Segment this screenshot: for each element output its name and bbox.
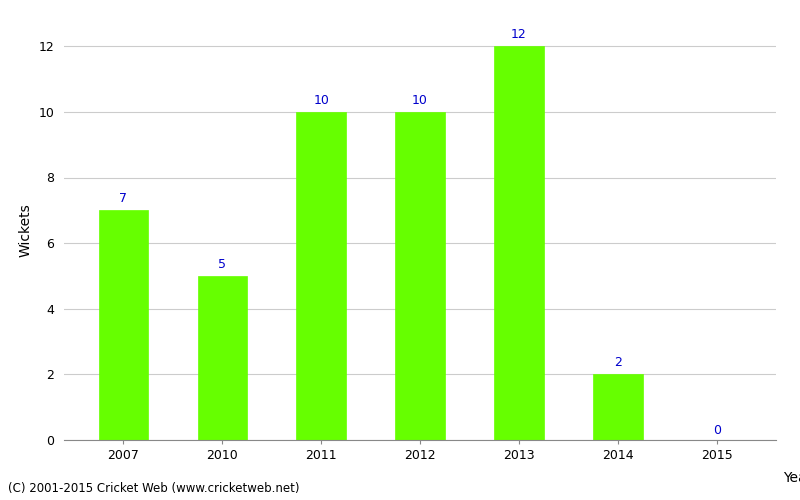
Bar (593, 374, 642, 440)
Text: 7: 7 (119, 192, 127, 205)
Text: (C) 2001-2015 Cricket Web (www.cricketweb.net): (C) 2001-2015 Cricket Web (www.cricketwe… (8, 482, 299, 495)
Bar (296, 112, 346, 440)
Text: Year: Year (783, 470, 800, 484)
Bar (395, 112, 445, 440)
Text: 12: 12 (511, 28, 526, 42)
Text: 5: 5 (218, 258, 226, 271)
Y-axis label: Wickets: Wickets (19, 203, 33, 257)
Text: 10: 10 (313, 94, 329, 107)
Bar (494, 46, 544, 440)
Text: 2: 2 (614, 356, 622, 370)
Bar (98, 210, 148, 440)
Bar (198, 276, 247, 440)
Text: 10: 10 (412, 94, 428, 107)
Text: 0: 0 (713, 424, 721, 436)
